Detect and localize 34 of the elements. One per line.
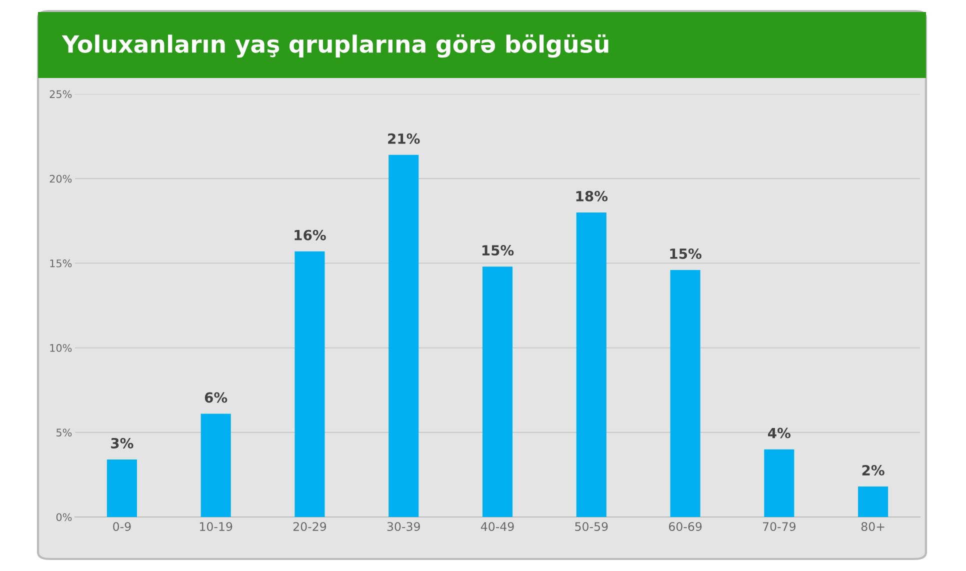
bar — [106, 459, 137, 517]
bar — [200, 414, 231, 517]
data-label: 6% — [204, 392, 228, 403]
x-tick-label: 80+ — [861, 522, 884, 531]
x-tick-label: 70-79 — [762, 522, 796, 531]
data-label: 15% — [670, 248, 702, 259]
data-label: 18% — [576, 190, 608, 202]
bar — [764, 449, 794, 517]
bar — [858, 486, 888, 517]
y-tick-label: 5% — [56, 428, 72, 437]
x-tick-label: 60-69 — [668, 522, 702, 531]
y-tick-label: 0% — [56, 513, 72, 522]
data-label: 2% — [862, 465, 884, 476]
bar — [388, 154, 419, 517]
x-tick-label: 30-39 — [387, 522, 420, 531]
data-label: 15% — [482, 245, 514, 256]
y-tick-label: 15% — [50, 259, 72, 268]
bar — [482, 266, 513, 517]
y-tick-label: 25% — [50, 90, 72, 98]
chart-title: Yoluxanların yaş qruplarına görə bölgüsü — [62, 34, 608, 58]
y-tick-label: 10% — [50, 344, 72, 352]
data-label: 21% — [388, 133, 420, 144]
data-label: 3% — [111, 438, 134, 448]
x-tick-label: 10-19 — [200, 522, 232, 531]
y-tick-label: 20% — [50, 174, 72, 183]
bar — [576, 212, 606, 517]
x-tick-label: 0-9 — [113, 522, 131, 531]
data-label: 4% — [768, 428, 791, 438]
bar — [294, 251, 325, 517]
x-tick-label: 40-49 — [480, 522, 514, 531]
x-tick-label: 50-59 — [575, 522, 608, 531]
data-label: 16% — [294, 230, 326, 240]
x-tick-label: 20-29 — [293, 522, 326, 531]
bar — [670, 270, 700, 517]
